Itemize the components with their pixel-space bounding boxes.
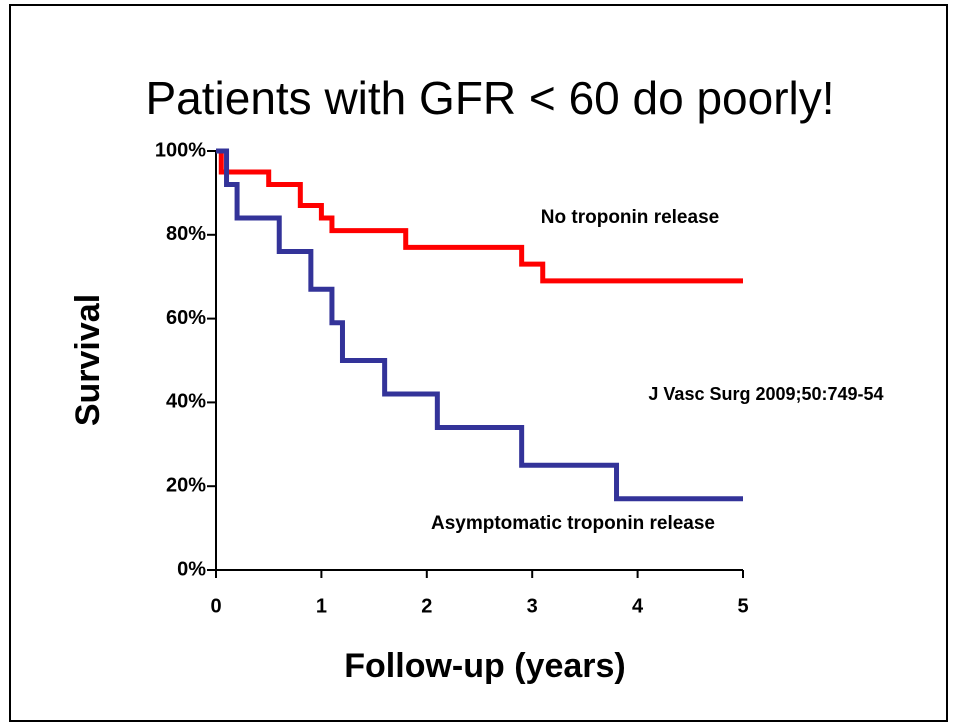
x-tick-label: 0: [210, 595, 221, 617]
x-tick-label: 2: [421, 595, 432, 617]
slide-title: Patients with GFR < 60 do poorly!: [145, 72, 834, 124]
x-tick-label: 5: [737, 595, 748, 617]
x-tick-label: 4: [632, 595, 644, 617]
series-label: Asymptomatic troponin release: [431, 513, 715, 534]
series-label: No troponin release: [541, 207, 719, 228]
survival-curve: [216, 148, 743, 502]
citation: J Vasc Surg 2009;50:749-54: [648, 384, 883, 404]
y-tick-label: 0%: [177, 558, 206, 580]
y-tick-label: 40%: [166, 391, 206, 413]
x-tick-label: 3: [527, 595, 538, 617]
x-axis-label: Follow-up (years): [344, 647, 625, 685]
y-tick-label: 80%: [166, 223, 206, 245]
y-axis-label: Survival: [69, 294, 107, 426]
y-tick-label: 100%: [155, 139, 206, 161]
slide-border: [9, 4, 948, 722]
y-tick-label: 20%: [166, 474, 206, 496]
y-tick-label: 60%: [166, 307, 206, 329]
survival-curve: [216, 148, 743, 284]
x-tick-label: 1: [316, 595, 327, 617]
